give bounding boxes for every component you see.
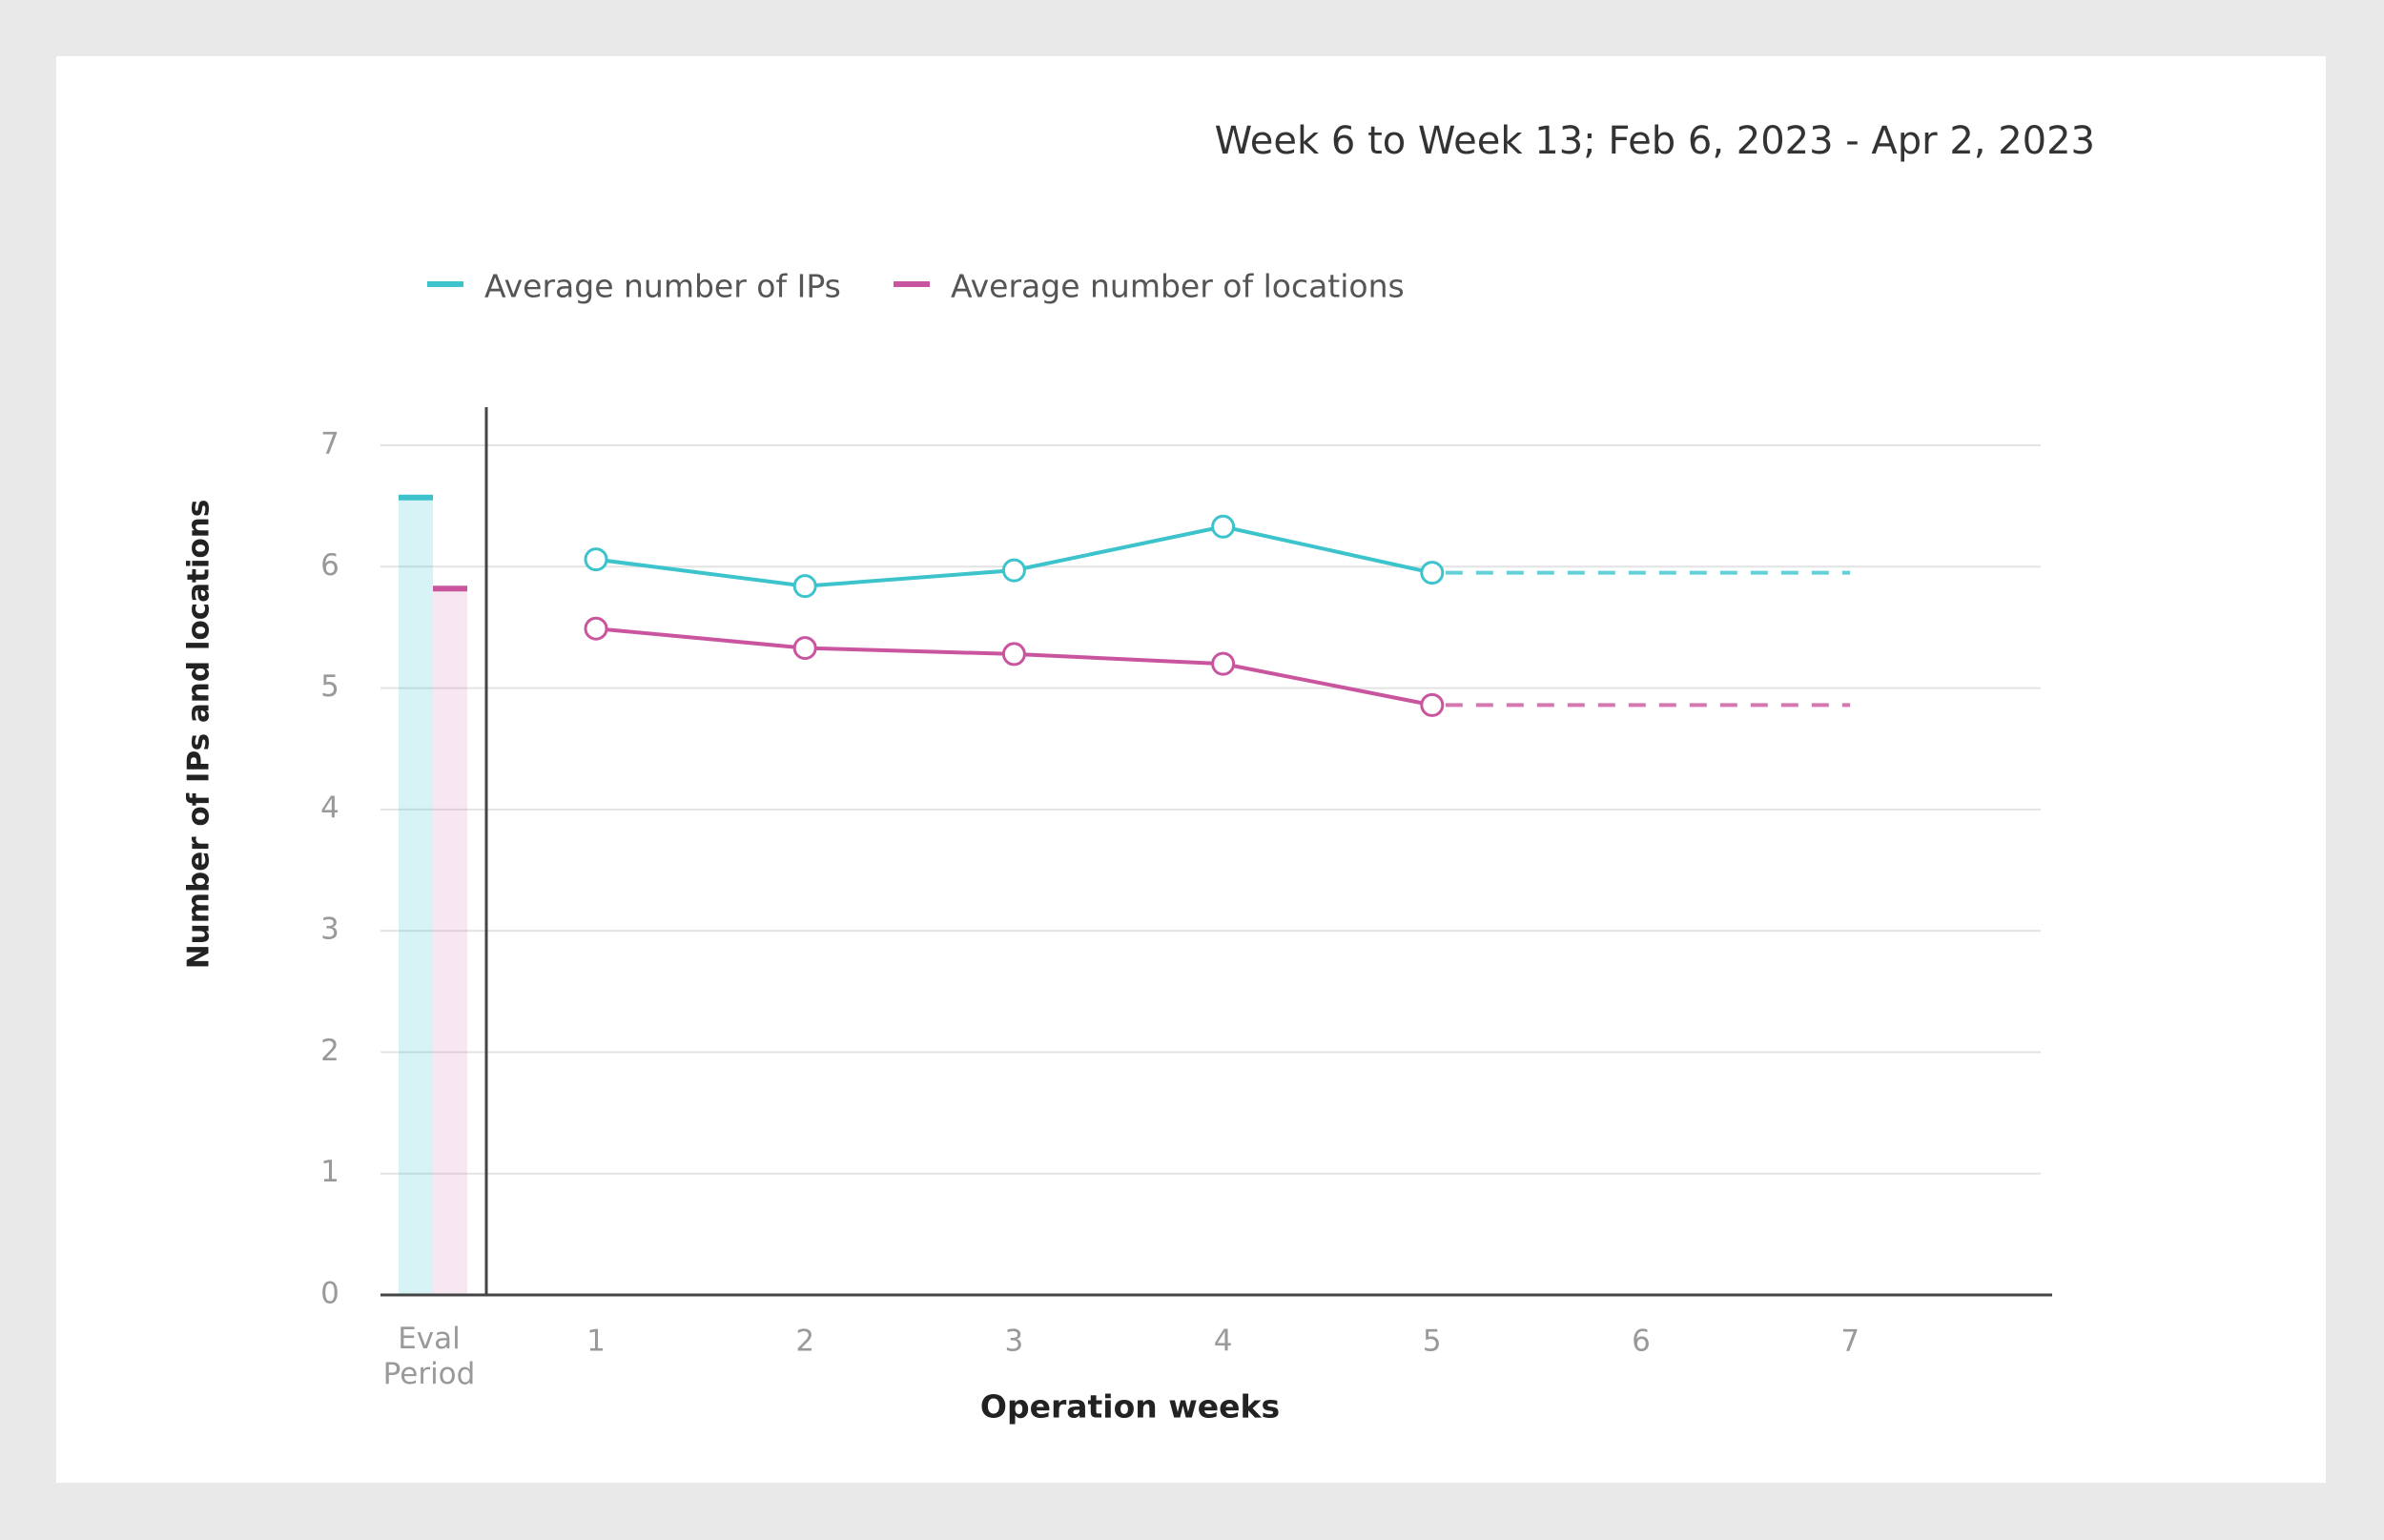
x-tick-label: 1 [586, 1324, 606, 1359]
y-tick-label: 3 [320, 913, 339, 947]
series-point [584, 547, 608, 572]
series-point [1211, 651, 1236, 676]
y-tick-label: 6 [320, 548, 339, 583]
x-axis-label: Operation weeks [980, 1388, 1280, 1426]
eval-label-line: Period [383, 1357, 476, 1391]
chart-title: Week 6 to Week 13; Feb 6, 2023 - Apr 2, … [1215, 119, 2095, 163]
x-tick-label: 4 [1214, 1324, 1233, 1359]
x-tick-label: 5 [1423, 1324, 1442, 1359]
eval-label-line: Eval [398, 1322, 461, 1356]
series-point [1420, 561, 1445, 585]
y-tick-label: 2 [320, 1034, 339, 1068]
series-point [1001, 642, 1026, 667]
y-tick-label: 7 [320, 427, 339, 462]
series-line [595, 626, 1433, 708]
legend-label: Average number of locations [951, 268, 1405, 305]
x-tick-label: 7 [1840, 1324, 1860, 1359]
x-tick-label: 2 [795, 1324, 814, 1359]
eval-bar [433, 588, 467, 1295]
y-tick-label: 0 [320, 1277, 339, 1311]
y-tick-label: 5 [320, 669, 339, 704]
y-axis-label: Number of IPs and locations [182, 500, 216, 970]
x-tick-label: 6 [1632, 1324, 1651, 1359]
series-point [792, 574, 817, 599]
series-point [1420, 692, 1445, 717]
eval-label: Eval Period [383, 1322, 476, 1391]
y-tick-label: 1 [320, 1155, 339, 1189]
y-tick-label: 4 [320, 791, 339, 825]
legend-label: Average number of IPs [484, 268, 841, 305]
panel [56, 56, 2326, 1483]
series-point [1001, 558, 1026, 583]
eval-bar [399, 497, 433, 1295]
series-point [792, 636, 817, 661]
series-point [584, 616, 608, 641]
series-point [1211, 514, 1236, 539]
x-tick-label: 3 [1005, 1324, 1024, 1359]
